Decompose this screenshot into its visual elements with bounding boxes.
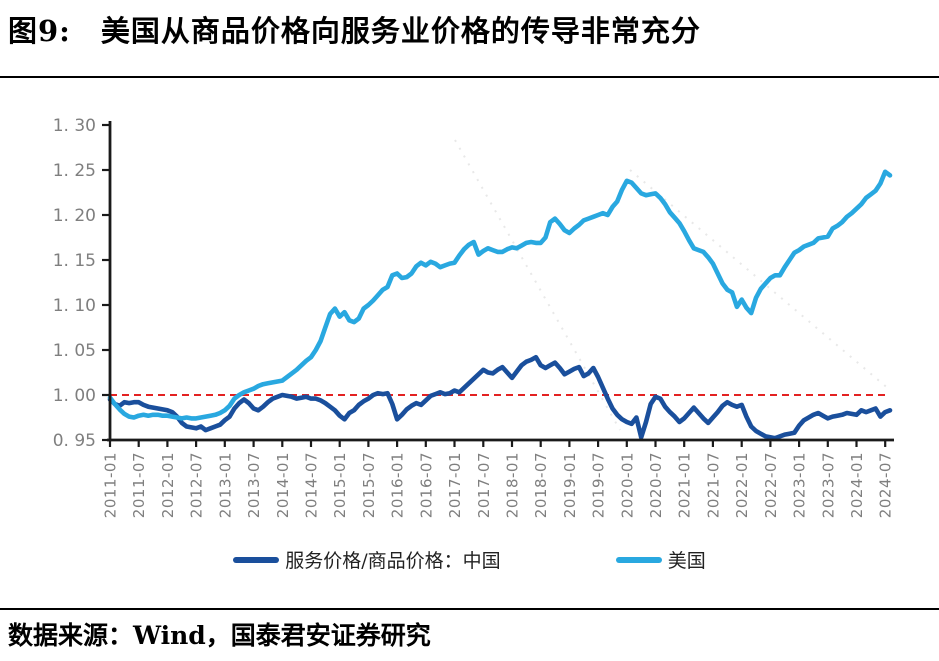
figure-number: 图9:: [8, 14, 71, 48]
y-tick-label: 1. 20: [53, 206, 96, 226]
series-line-0: [107, 354, 893, 441]
x-tick-label: 2020-01: [618, 452, 636, 518]
line-chart: 1. 30 1. 25 1. 20 1. 15 1. 10 1. 05 1. 00 0. 95…: [53, 116, 895, 518]
x-tick-label: 2022-01: [733, 452, 751, 518]
x-tick-label: 2019-07: [590, 452, 608, 518]
x-tick-label: 2021-01: [676, 452, 694, 518]
x-tick-label: 2011-01: [102, 452, 120, 518]
x-tick-label: 2015-01: [331, 452, 349, 518]
legend-item-us: 美国: [615, 546, 706, 573]
legend-swatch-china: [233, 556, 280, 563]
x-tick-label: 2024-01: [848, 452, 866, 518]
x-tick-label: 2014-01: [274, 452, 292, 518]
x-tick-label: 2018-01: [504, 452, 522, 518]
x-tick-label: 2023-01: [791, 452, 809, 518]
y-tick-label: 1. 30: [53, 116, 96, 136]
x-axis-ticks: 2011-01 2011-07 2012-01 2012-07 2013-01 2013-…: [102, 440, 895, 518]
x-tick-label: 2013-07: [245, 452, 263, 518]
data-source: 数据来源：Wind，国泰君安证券研究: [8, 621, 431, 650]
x-tick-label: 2017-01: [446, 452, 464, 518]
series-line-1: [107, 169, 893, 421]
legend-swatch-us: [615, 556, 662, 563]
y-tick-label: 1. 00: [53, 386, 96, 406]
x-tick-label: 2016-07: [417, 452, 435, 518]
y-tick-label: 1. 10: [53, 296, 96, 316]
x-tick-label: 2015-07: [360, 452, 378, 518]
x-tick-label: 2022-07: [762, 452, 780, 518]
legend-label-us: 美国: [667, 550, 706, 572]
x-tick-label: 2019-01: [561, 452, 579, 518]
x-tick-label: 2024-07: [877, 452, 895, 518]
x-tick-label: 2020-07: [647, 452, 665, 518]
legend-label-china: 服务价格/商品价格：中国: [285, 550, 501, 572]
axes: [107, 121, 894, 442]
y-tick-label: 1. 25: [53, 161, 96, 181]
x-tick-label: 2013-01: [216, 452, 234, 518]
figure-title: 图9: 美国从商品价格向服务业价格的传导非常充分: [8, 8, 928, 50]
x-tick-label: 2016-01: [389, 452, 407, 518]
x-tick-label: 2011-07: [130, 452, 148, 518]
watermark-dotted-lines: [454, 139, 891, 431]
legend-item-china: 服务价格/商品价格：中国: [233, 546, 501, 573]
figure-title-text: 美国从商品价格向服务业价格的传导非常充分: [100, 14, 701, 48]
top-divider: [0, 76, 939, 78]
y-tick-label: 0. 95: [53, 431, 96, 451]
y-tick-label: 1. 15: [53, 251, 96, 271]
chart-legend: 服务价格/商品价格：中国 美国: [0, 546, 939, 573]
x-tick-label: 2014-07: [303, 452, 321, 518]
x-tick-label: 2017-07: [475, 452, 493, 518]
y-axis-ticks: 1. 30 1. 25 1. 20 1. 15 1. 10 1. 05 1. 00 0. 95: [53, 116, 110, 451]
x-tick-label: 2023-07: [819, 452, 837, 518]
bottom-divider: [0, 608, 939, 610]
x-tick-label: 2012-01: [159, 452, 177, 518]
x-tick-label: 2018-07: [532, 452, 550, 518]
y-tick-label: 1. 05: [53, 341, 96, 361]
x-tick-label: 2021-07: [704, 452, 722, 518]
x-tick-label: 2012-07: [188, 452, 206, 518]
